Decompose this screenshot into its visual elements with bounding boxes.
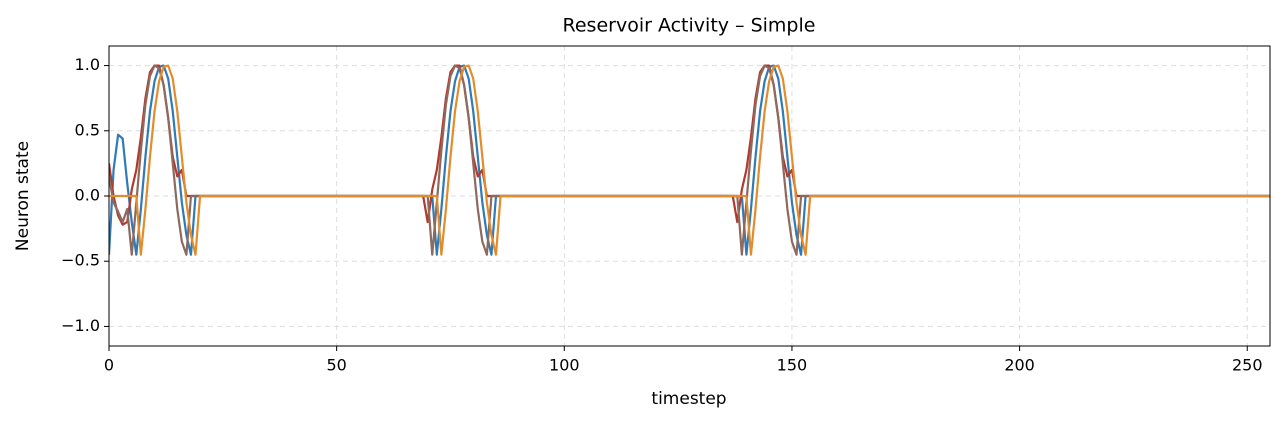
series-line bbox=[109, 64, 1270, 256]
x-tick-label: 50 bbox=[326, 356, 346, 375]
x-axis-label: timestep bbox=[651, 389, 726, 409]
x-tick-label: 0 bbox=[104, 356, 114, 375]
y-tick-label: −1.0 bbox=[61, 316, 100, 335]
series-line bbox=[109, 64, 1270, 256]
x-tick-label: 100 bbox=[549, 356, 580, 375]
y-axis-label: Neuron state bbox=[13, 141, 33, 251]
y-tick-label: 0.5 bbox=[75, 120, 100, 139]
chart-title: Reservoir Activity – Simple bbox=[563, 15, 816, 37]
x-tick-label: 200 bbox=[1004, 356, 1035, 375]
y-tick-label: −0.5 bbox=[61, 251, 100, 270]
series-line bbox=[109, 64, 1270, 256]
series-line bbox=[109, 64, 1270, 226]
y-tick-label: 1.0 bbox=[75, 55, 100, 74]
x-tick-label: 250 bbox=[1232, 356, 1263, 375]
plot-frame bbox=[108, 45, 1271, 347]
x-tick-label: 150 bbox=[777, 356, 808, 375]
y-tick-label: 0.0 bbox=[75, 186, 100, 205]
